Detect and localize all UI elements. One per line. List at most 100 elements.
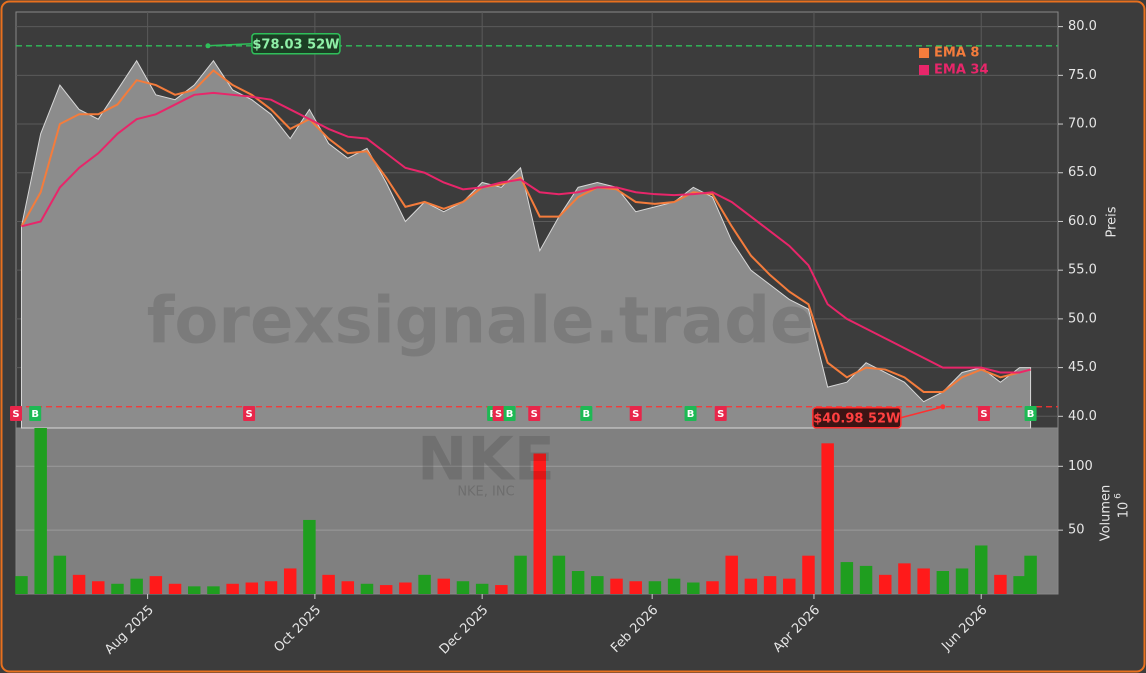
signal-marker [528,406,541,421]
volume-bar [514,555,527,594]
volume-bar [821,443,834,594]
volume-bar [207,586,220,594]
volume-bar [1024,555,1037,594]
ema-line [21,91,1031,374]
volume-bar [1013,576,1026,594]
signal-marker [580,406,593,421]
volume-bar [648,581,662,594]
volume-bar [687,582,700,594]
y-tick-label: 40.0 [1068,409,1097,424]
signal-label: S [717,409,724,420]
volume-bar [15,576,28,594]
legend-label: EMA 34 [934,63,989,78]
volume-bar [783,578,796,594]
volume-bar [629,581,642,594]
volume-bar [303,519,316,594]
volume-bar [53,555,67,594]
volume-bar [149,576,163,594]
signal-marker [714,406,727,421]
volume-bar [667,578,681,594]
y2-axis-label: Volumen [1099,485,1114,542]
volume-bar [283,568,297,594]
signal-marker [1024,406,1037,421]
ema-line [20,69,1031,393]
annotation-label: $78.03 52W [252,37,339,52]
volume-bar [571,571,585,594]
y-tick-label: 80.0 [1068,19,1097,34]
legend-label: EMA 8 [934,46,979,61]
signal-marker [29,406,42,421]
volume-bar [168,583,182,594]
signal-marker [492,406,505,421]
annotation-point [940,404,946,410]
y2-tick-label: 100 [1068,459,1093,474]
signal-marker [977,406,990,421]
volume-bar [341,581,355,594]
volume-bar [187,586,201,594]
volume-bar [840,562,854,594]
y-tick-label: 70.0 [1068,117,1097,132]
volume-bar [92,581,105,594]
y2-unit: 10 [1117,502,1132,519]
y2-unit-exp: 6 [1114,493,1124,499]
signal-label: S [980,409,987,420]
annotation-point [205,43,211,49]
volume-bar [763,576,777,594]
y-tick-label: 45.0 [1068,360,1097,375]
volume-bar [879,574,892,594]
volume-bar [111,583,124,594]
volume-bar [725,555,738,594]
volume-bar [264,581,278,594]
volume-bar [360,583,374,594]
volume-bar [72,574,86,594]
volume-bar [34,428,47,594]
volume-bar [418,574,431,594]
y-tick-label: 75.0 [1068,68,1097,83]
volume-bar [226,583,239,594]
volume-bar [744,578,758,594]
volume-bar [475,583,489,594]
volume-bar [859,565,873,594]
signal-label: B [1027,409,1035,420]
signal-marker [503,406,516,421]
annotation-label: $40.98 52W [813,411,900,426]
signal-label: B [31,409,39,420]
volume-bar [610,578,623,594]
volume-bar [456,581,470,594]
annotation-arrow [207,43,252,47]
signal-label: B [506,409,514,420]
signal-label: S [495,409,502,420]
volume-bar [130,578,143,594]
signal-label: S [245,409,252,420]
volume-bar [974,545,988,594]
signal-marker [684,406,697,421]
volume-bar [533,453,546,594]
signal-label: S [531,409,538,420]
company-watermark: NKE, INC [457,485,514,500]
volume-bar [917,568,930,594]
volume-bar [898,563,911,594]
volume-bar [495,585,508,594]
volume-bar [399,582,412,594]
y-tick-label: 65.0 [1068,165,1097,180]
y-tick-label: 55.0 [1068,263,1097,278]
volume-bar [552,555,566,594]
volume-bar [437,578,451,594]
signal-marker [243,406,256,421]
y-axis-label: Preis [1105,206,1120,237]
volume-bar [706,581,719,594]
y-tick-label: 60.0 [1068,214,1097,229]
volume-bar [955,568,969,594]
legend-swatch [919,65,929,75]
volume-bar [379,585,393,594]
signal-label: S [632,409,639,420]
watermark: forexsignale.trade [147,285,814,359]
signal-marker [10,406,22,421]
signal-marker [629,406,642,421]
y-tick-label: 50.0 [1068,311,1097,326]
symbol-watermark: NKE [417,425,555,495]
volume-bar [322,574,335,594]
volume-bar [994,574,1007,594]
volume-bar [936,571,950,594]
